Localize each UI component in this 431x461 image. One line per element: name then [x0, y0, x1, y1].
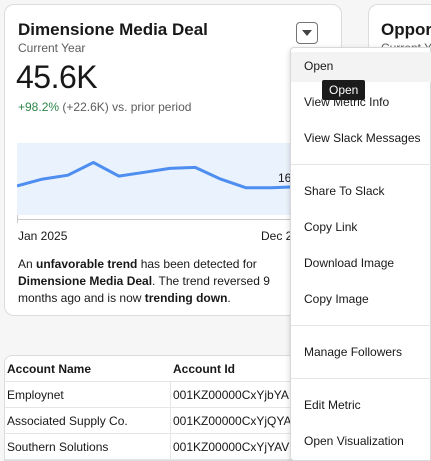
- card-menu-button[interactable]: [296, 22, 318, 44]
- trend-insight: An unfavorable trend has been detected f…: [18, 256, 308, 307]
- card2-title[interactable]: Oppor: [381, 20, 431, 39]
- menu-item-open-visualization[interactable]: Open Visualization: [304, 434, 404, 448]
- insight-bold-2: Dimensione Media Deal: [18, 274, 153, 288]
- metric-value: 45.6K: [16, 59, 98, 95]
- delta-text: +98.2% (+22.6K) vs. prior period: [18, 100, 191, 114]
- account-id-cell: 001KZ00000CxYjbYA: [173, 388, 289, 402]
- menu-item-copy-image[interactable]: Copy Image: [304, 292, 369, 306]
- insight-text-2: has been detected for: [137, 257, 257, 271]
- menu-divider: [291, 164, 431, 165]
- table-header-row: Account Name Account Id: [5, 356, 303, 382]
- x-axis-tick: [17, 215, 18, 223]
- x-axis-line: [17, 219, 297, 220]
- menu-item-open[interactable]: Open: [291, 52, 431, 82]
- metric-card[interactable]: Dimensione Media Deal Current Year 45.6K…: [4, 4, 347, 316]
- account-id-cell: 001KZ00000CxYjQYA: [173, 414, 292, 428]
- x-axis-start-label: Jan 2025: [18, 229, 68, 243]
- insight-text-4: .: [227, 291, 231, 305]
- card-actions-menu: Open View Metric Info View Slack Message…: [290, 47, 431, 461]
- account-name-cell: Employnet: [7, 388, 64, 402]
- chevron-down-icon: [302, 30, 312, 36]
- column-divider: [170, 382, 171, 460]
- trend-chart: [17, 143, 347, 215]
- menu-divider: [291, 325, 431, 326]
- account-name-cell: Southern Solutions: [7, 440, 109, 454]
- table-row[interactable]: Employnet 001KZ00000CxYjbYA: [5, 382, 303, 408]
- column-header-account-name[interactable]: Account Name: [7, 362, 92, 376]
- x-axis-end-label: Dec 2: [261, 229, 293, 243]
- accounts-table: Account Name Account Id Employnet 001KZ0…: [4, 355, 304, 461]
- menu-item-edit-metric[interactable]: Edit Metric: [304, 398, 361, 412]
- delta-detail: (+22.6K) vs. prior period: [62, 100, 192, 114]
- card-title[interactable]: Dimensione Media Deal: [18, 20, 208, 39]
- insight-text-3: . The trend reversed 9 months ago and is…: [18, 274, 270, 305]
- menu-item-view-slack-messages[interactable]: View Slack Messages: [304, 131, 421, 145]
- menu-item-download-image[interactable]: Download Image: [304, 256, 395, 270]
- table-row[interactable]: Associated Supply Co. 001KZ00000CxYjQYA: [5, 408, 303, 434]
- menu-item-copy-link[interactable]: Copy Link: [304, 220, 358, 234]
- menu-divider: [291, 378, 431, 379]
- last-value-label: 16: [278, 171, 292, 185]
- trend-line: [17, 161, 298, 190]
- insight-text-1: An: [18, 257, 37, 271]
- tooltip: Open: [322, 80, 366, 100]
- account-name-cell: Associated Supply Co.: [7, 414, 128, 428]
- insight-bold-3: trending down: [144, 291, 228, 305]
- table-row[interactable]: Southern Solutions 001KZ00000CxYjYAV: [5, 434, 303, 460]
- card-subtitle: Current Year: [18, 41, 86, 55]
- menu-item-share-to-slack[interactable]: Share To Slack: [304, 184, 385, 198]
- column-header-account-id[interactable]: Account Id: [173, 362, 235, 376]
- menu-item-manage-followers[interactable]: Manage Followers: [304, 345, 403, 359]
- trend-area: [17, 143, 347, 215]
- delta-percent: +98.2%: [18, 100, 60, 114]
- insight-bold-1: unfavorable trend: [36, 257, 138, 271]
- account-id-cell: 001KZ00000CxYjYAV: [173, 440, 290, 454]
